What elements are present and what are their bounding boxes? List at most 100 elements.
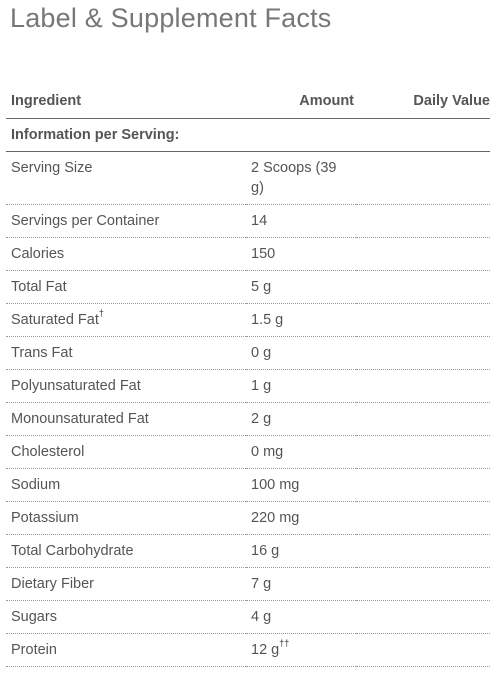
ingredient-name: Saturated Fat [11, 312, 99, 328]
amount-cell: 0 g [246, 336, 356, 370]
amount-cell: 16 g [246, 534, 356, 568]
ingredient-cell: Protein [6, 633, 246, 667]
daily-value-cell [356, 501, 490, 535]
ingredient-name: Sugars [11, 609, 57, 625]
amount-cell: 150 [246, 237, 356, 271]
amount-cell: 14 [246, 204, 356, 238]
ingredient-cell: Dietary Fiber [6, 567, 246, 601]
ingredient-cell: Saturated Fat† [6, 303, 246, 337]
daily-value-cell [356, 303, 490, 337]
table-row: Total Carbohydrate 16 g [6, 534, 490, 568]
table-row: Total Fat 5 g [6, 270, 490, 304]
ingredient-name: Dietary Fiber [11, 576, 94, 592]
ingredient-cell: Sugars [6, 600, 246, 634]
ingredient-cell: Servings per Container [6, 204, 246, 238]
ingredient-name: Polyunsaturated Fat [11, 378, 141, 394]
table-row: Servings per Container 14 [6, 204, 490, 238]
ingredient-cell: Total Carbohydrate [6, 534, 246, 568]
daily-value-cell [356, 336, 490, 370]
amount-value: 220 mg [251, 510, 300, 526]
ingredient-name: Protein [11, 642, 57, 658]
daily-value-cell [356, 633, 490, 667]
amount-value: 7 g [251, 576, 272, 592]
amount-cell: 2 Scoops (39 g) [246, 151, 356, 205]
amount-value: 1 g [251, 378, 272, 394]
ingredient-name: Monounsaturated Fat [11, 411, 149, 427]
amount-cell: 7 g [246, 567, 356, 601]
amount-value: 1.5 g [251, 312, 284, 328]
amount-cell: 4 g [246, 600, 356, 634]
table-row: Saturated Fat† 1.5 g [6, 303, 490, 337]
table-row: Serving Size 2 Scoops (39 g) [6, 151, 490, 205]
daily-value-cell [356, 237, 490, 271]
table-row: Cholesterol 0 mg [6, 435, 490, 469]
ingredient-cell: Monounsaturated Fat [6, 402, 246, 436]
daily-value-cell [356, 270, 490, 304]
amount-value: 4 g [251, 609, 272, 625]
column-header-daily-value: Daily Value [356, 83, 490, 119]
amount-cell: 0 mg [246, 435, 356, 469]
ingredient-cell: Total Fat [6, 270, 246, 304]
daily-value-cell [356, 369, 490, 403]
amount-value: 100 mg [251, 477, 300, 493]
daily-value-cell [356, 600, 490, 634]
footnote-mark: † [98, 308, 104, 319]
table-row: Potassium 220 mg [6, 501, 490, 535]
amount-cell: 2 g [246, 402, 356, 436]
amount-cell: 1 g [246, 369, 356, 403]
ingredient-name: Sodium [11, 477, 61, 493]
page-title: Label & Supplement Facts [10, 3, 332, 33]
amount-value: 5 g [251, 279, 272, 295]
ingredient-cell: Trans Fat [6, 336, 246, 370]
amount-cell: 100 mg [246, 468, 356, 502]
daily-value-cell [356, 435, 490, 469]
daily-value-cell [356, 534, 490, 568]
ingredient-name: Cholesterol [11, 444, 85, 460]
amount-value: 2 Scoops (39 g) [251, 160, 337, 196]
table-row: Monounsaturated Fat 2 g [6, 402, 490, 436]
daily-value-cell [356, 204, 490, 238]
column-header-amount: Amount [246, 83, 356, 119]
ingredient-cell: Potassium [6, 501, 246, 535]
amount-value: 16 g [251, 543, 280, 559]
ingredient-name: Total Fat [11, 279, 67, 295]
table-row: Sugars 4 g [6, 600, 490, 634]
section-label: Information per Serving: [6, 118, 490, 152]
table-row: Protein 12 g†† [6, 633, 490, 667]
footnote-mark: †† [279, 638, 290, 649]
amount-cell: 220 mg [246, 501, 356, 535]
table-row: Dietary Fiber 7 g [6, 567, 490, 601]
ingredient-name: Potassium [11, 510, 79, 526]
amount-value: 0 g [251, 345, 272, 361]
ingredient-name: Total Carbohydrate [11, 543, 134, 559]
ingredient-name: Calories [11, 246, 65, 262]
table-row: Sodium 100 mg [6, 468, 490, 502]
amount-cell: 5 g [246, 270, 356, 304]
ingredient-cell: Sodium [6, 468, 246, 502]
amount-cell: 12 g†† [246, 633, 356, 667]
amount-cell: 1.5 g [246, 303, 356, 337]
table-row: Trans Fat 0 g [6, 336, 490, 370]
ingredient-cell: Serving Size [6, 151, 246, 205]
table-row: Calories 150 [6, 237, 490, 271]
daily-value-cell [356, 402, 490, 436]
ingredient-name: Servings per Container [11, 213, 160, 229]
amount-value: 150 [251, 246, 276, 262]
daily-value-cell [356, 151, 490, 205]
amount-value: 0 mg [251, 444, 284, 460]
ingredient-name: Trans Fat [11, 345, 73, 361]
table-row: Polyunsaturated Fat 1 g [6, 369, 490, 403]
daily-value-cell [356, 567, 490, 601]
table-header-row: Ingredient Amount Daily Value [6, 83, 490, 119]
ingredient-cell: Polyunsaturated Fat [6, 369, 246, 403]
ingredient-cell: Cholesterol [6, 435, 246, 469]
daily-value-cell [356, 468, 490, 502]
amount-value: 2 g [251, 411, 272, 427]
ingredient-name: Serving Size [11, 160, 93, 176]
amount-value: 12 g [251, 642, 280, 658]
column-header-ingredient: Ingredient [6, 83, 246, 119]
ingredient-cell: Calories [6, 237, 246, 271]
amount-value: 14 [251, 213, 268, 229]
section-row: Information per Serving: [6, 118, 490, 152]
